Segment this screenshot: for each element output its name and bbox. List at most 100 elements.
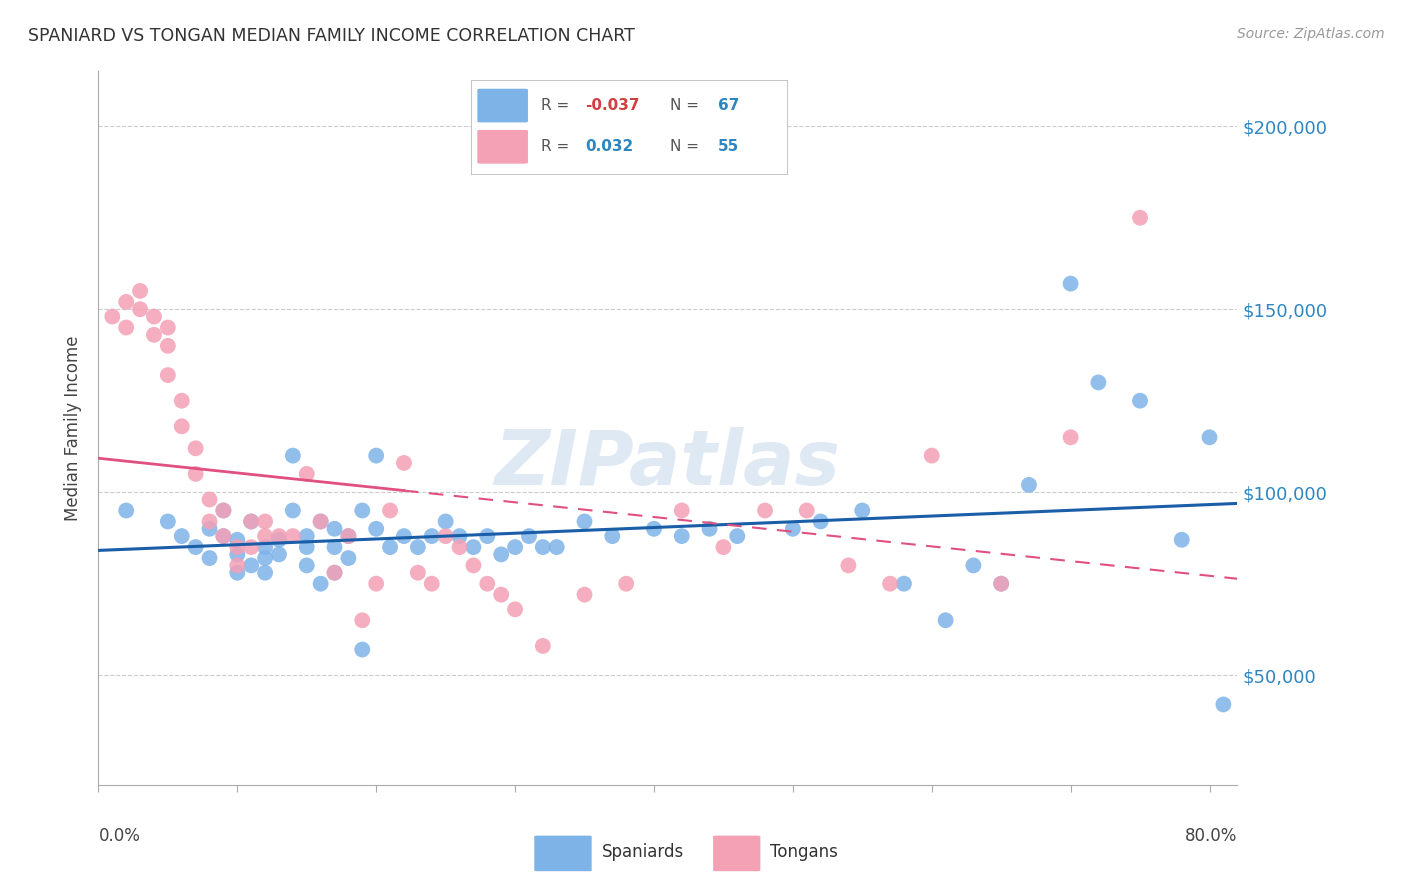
Point xyxy=(352,613,374,627)
Point xyxy=(489,548,512,562)
Point xyxy=(352,642,374,657)
Text: 67: 67 xyxy=(718,98,740,113)
Point xyxy=(254,529,277,543)
Point xyxy=(503,540,526,554)
Point xyxy=(254,566,277,580)
Point xyxy=(295,467,318,481)
Text: 80.0%: 80.0% xyxy=(1185,827,1237,845)
Point xyxy=(517,529,540,543)
Text: 0.0%: 0.0% xyxy=(98,827,141,845)
Point xyxy=(699,522,721,536)
Point xyxy=(198,515,221,529)
Point xyxy=(156,339,179,353)
Point xyxy=(156,320,179,334)
Point xyxy=(240,558,263,573)
Point xyxy=(240,540,263,554)
Point xyxy=(837,558,859,573)
Point xyxy=(240,515,263,529)
FancyBboxPatch shape xyxy=(478,130,529,163)
Point xyxy=(267,533,290,547)
Point xyxy=(226,533,249,547)
Point xyxy=(392,529,415,543)
Point xyxy=(643,522,665,536)
Text: 55: 55 xyxy=(718,139,740,154)
Point xyxy=(1129,211,1152,225)
Point xyxy=(337,529,360,543)
Point xyxy=(254,551,277,566)
Point xyxy=(267,548,290,562)
Point xyxy=(101,310,124,324)
Point xyxy=(129,302,152,317)
Point xyxy=(671,503,693,517)
Point xyxy=(434,515,457,529)
Point xyxy=(962,558,984,573)
Point xyxy=(990,576,1012,591)
Point xyxy=(851,503,873,517)
Point xyxy=(477,529,499,543)
Point xyxy=(254,515,277,529)
Point xyxy=(295,558,318,573)
Point xyxy=(810,515,832,529)
Point xyxy=(574,588,596,602)
Point xyxy=(254,540,277,554)
Point xyxy=(170,529,193,543)
Point xyxy=(337,551,360,566)
Point xyxy=(378,503,401,517)
Point xyxy=(921,449,943,463)
Point xyxy=(600,529,623,543)
Point xyxy=(267,529,290,543)
Point xyxy=(115,503,138,517)
Text: SPANIARD VS TONGAN MEDIAN FAMILY INCOME CORRELATION CHART: SPANIARD VS TONGAN MEDIAN FAMILY INCOME … xyxy=(28,27,636,45)
Point xyxy=(156,368,179,383)
Point xyxy=(614,576,637,591)
Point xyxy=(725,529,748,543)
Text: N =: N = xyxy=(671,139,704,154)
Point xyxy=(392,456,415,470)
Point xyxy=(129,284,152,298)
Point xyxy=(281,449,304,463)
Point xyxy=(212,503,235,517)
Point xyxy=(143,310,166,324)
Point xyxy=(449,540,471,554)
Point xyxy=(115,294,138,309)
Y-axis label: Median Family Income: Median Family Income xyxy=(65,335,83,521)
Point xyxy=(226,558,249,573)
Point xyxy=(1170,533,1192,547)
Point xyxy=(198,492,221,507)
Point xyxy=(198,551,221,566)
Point xyxy=(449,529,471,543)
Point xyxy=(226,566,249,580)
Point xyxy=(366,576,388,591)
Point xyxy=(184,467,207,481)
FancyBboxPatch shape xyxy=(534,836,592,871)
Text: -0.037: -0.037 xyxy=(585,98,640,113)
Point xyxy=(309,515,332,529)
Point xyxy=(1212,698,1234,712)
Point xyxy=(240,515,263,529)
Point xyxy=(170,393,193,408)
Point xyxy=(309,515,332,529)
Point xyxy=(337,529,360,543)
Point xyxy=(463,558,485,573)
Point xyxy=(143,327,166,342)
Point xyxy=(546,540,568,554)
Point xyxy=(671,529,693,543)
Text: 0.032: 0.032 xyxy=(585,139,633,154)
Point xyxy=(295,540,318,554)
Point xyxy=(226,540,249,554)
Point xyxy=(754,503,776,517)
Point xyxy=(378,540,401,554)
Text: Source: ZipAtlas.com: Source: ZipAtlas.com xyxy=(1237,27,1385,41)
Point xyxy=(531,540,554,554)
Point xyxy=(489,588,512,602)
Point xyxy=(115,320,138,334)
Point xyxy=(879,576,901,591)
Point xyxy=(782,522,804,536)
Point xyxy=(1018,478,1040,492)
Point xyxy=(212,503,235,517)
Point xyxy=(323,540,346,554)
Point xyxy=(531,639,554,653)
Point xyxy=(935,613,957,627)
Point xyxy=(1198,430,1220,444)
Text: N =: N = xyxy=(671,98,704,113)
